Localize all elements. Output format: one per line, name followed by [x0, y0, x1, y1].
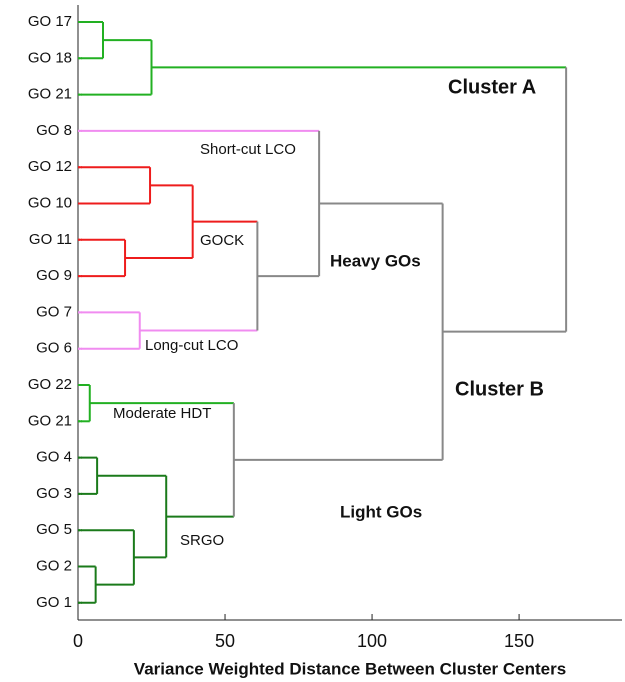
annotation: Heavy GOs — [330, 251, 421, 270]
annotation: Long-cut LCO — [145, 337, 238, 354]
leaf-label: GO 10 — [28, 194, 72, 211]
annotation: Cluster A — [448, 76, 536, 98]
leaf-label: GO 9 — [36, 267, 72, 284]
leaf-label: GO 18 — [28, 49, 72, 66]
leaf-label: GO 17 — [28, 13, 72, 30]
annotation: GOCK — [200, 232, 244, 249]
x-tick-label: 150 — [504, 631, 534, 651]
leaf-label: GO 8 — [36, 122, 72, 139]
leaf-label: GO 4 — [36, 449, 72, 466]
annotation: Light GOs — [340, 502, 422, 521]
x-axis-label: Variance Weighted Distance Between Clust… — [134, 659, 566, 678]
leaf-label: GO 7 — [36, 303, 72, 320]
annotation: Moderate HDT — [113, 405, 211, 422]
x-tick-label: 100 — [357, 631, 387, 651]
annotation: SRGO — [180, 532, 224, 549]
leaf-label: GO 5 — [36, 521, 72, 538]
leaf-label: GO 22 — [28, 376, 72, 393]
x-tick-label: 50 — [215, 631, 235, 651]
annotation: Cluster B — [455, 378, 544, 400]
leaf-label: GO 3 — [36, 485, 72, 502]
leaf-label: GO 12 — [28, 158, 72, 175]
leaf-label: GO 11 — [29, 231, 72, 248]
x-tick-label: 0 — [73, 631, 83, 651]
leaf-label: GO 6 — [36, 340, 72, 357]
annotation: Short-cut LCO — [200, 141, 296, 158]
leaf-label: GO 21 — [28, 412, 72, 429]
leaf-label: GO 21 — [28, 86, 72, 103]
leaf-label: GO 2 — [36, 557, 72, 574]
leaf-label: GO 1 — [36, 594, 72, 611]
